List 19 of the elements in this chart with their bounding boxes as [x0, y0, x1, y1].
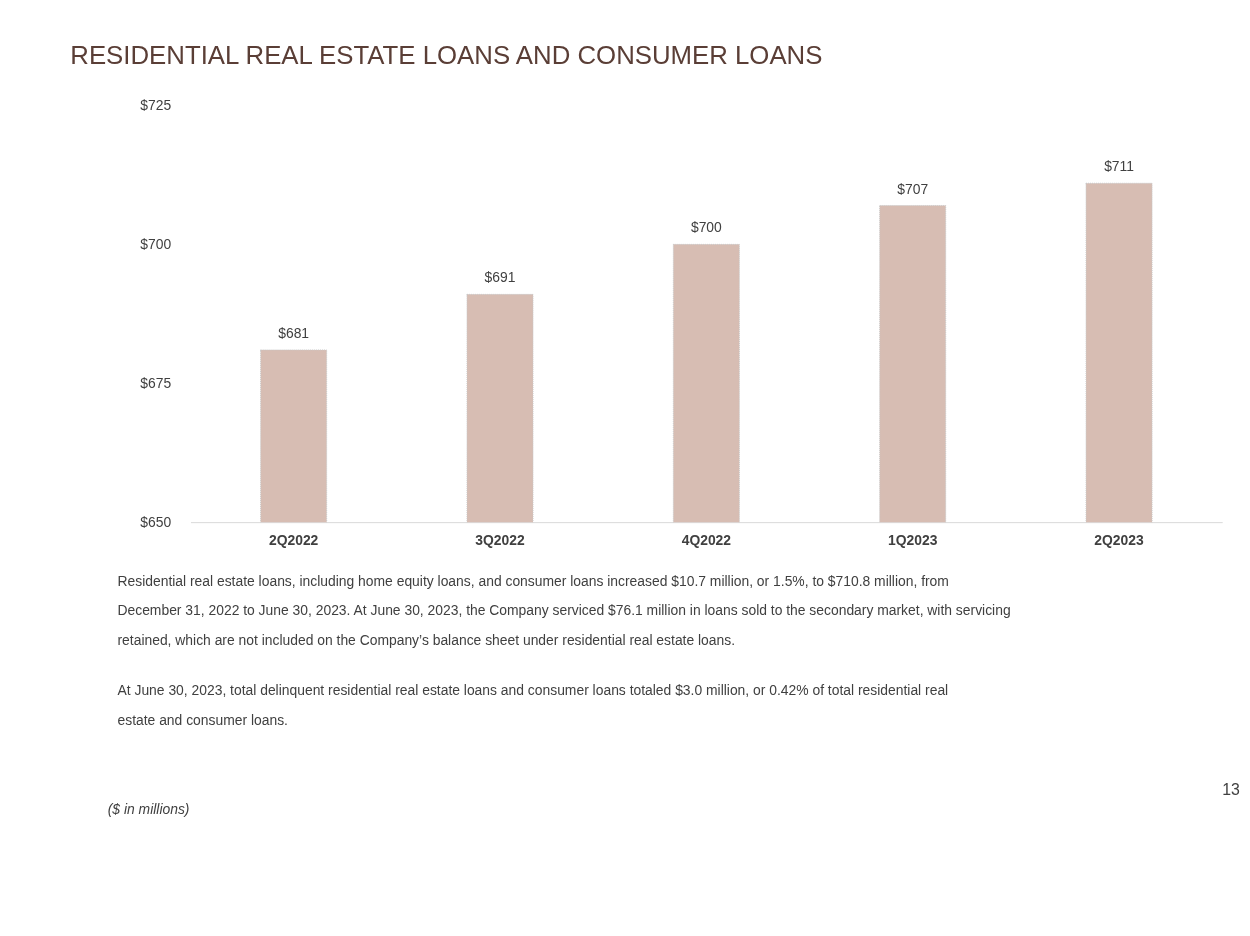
data-label: $700 [690, 219, 723, 236]
data-label: $691 [484, 269, 516, 286]
x-tick-label: 3Q2022 [475, 532, 525, 549]
x-tick-label: 2Q2023 [1094, 532, 1145, 549]
data-label: $681 [278, 325, 310, 342]
text: Residential real estate loans, including home equity loans, and consumer loans increased $10.7 million, or 1.5%, to $710.8 million, from December 31, 2022 to June 30, 2023. At June 30, 2023, the Company serviced $76.1 million in loans sold to the secondary market, with servicing retained, which are not included on the Company’s balance sheet under residential real estate loans. [117, 572, 1011, 649]
y-tick-label: $675 [140, 374, 172, 391]
x-tick-label: 4Q2022 [681, 532, 732, 549]
y-tick-label: $700 [140, 235, 172, 252]
y-tick-label: $650 [140, 513, 172, 530]
x-tick-label: 1Q2023 [888, 532, 938, 549]
y-tick-label: $725 [140, 96, 172, 113]
x-tick-label: 2Q2022 [268, 532, 319, 549]
chart-title: RESIDENTIAL REAL ESTATE LOANS AND CONSUMER LOANS [70, 40, 823, 69]
data-label: $707 [897, 180, 929, 197]
text: 13 [1222, 780, 1241, 798]
text: ($ in millions) [107, 800, 190, 817]
text: At June 30, 2023, total delinquent residential real estate loans and consumer loans totaled $3.0 million, or 0.42% of total residential real estate and consumer loans. [117, 681, 949, 728]
data-label: $711 [1104, 158, 1135, 175]
